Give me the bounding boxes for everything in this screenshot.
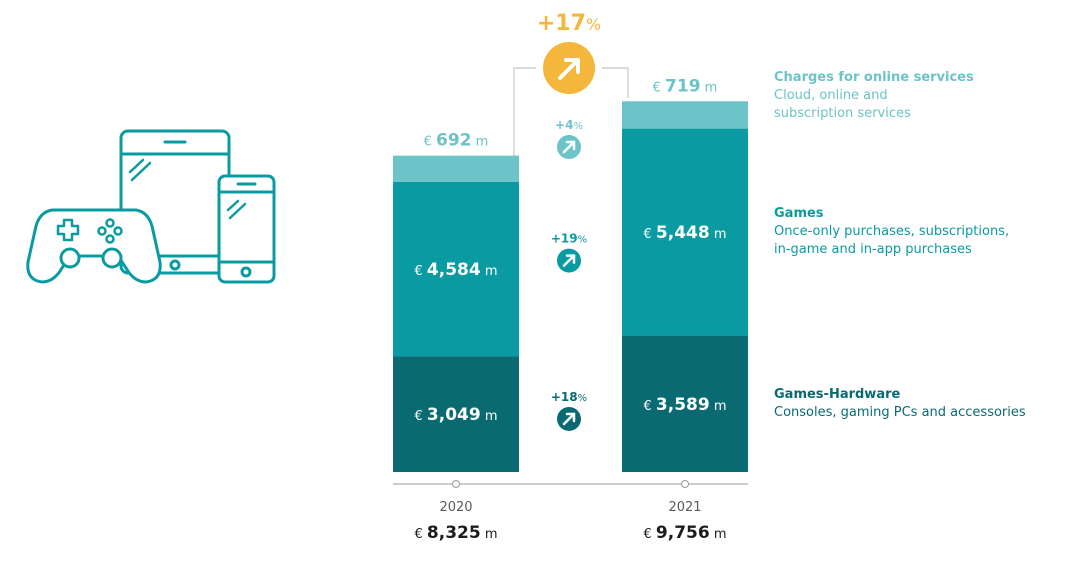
legend-description: Cloud, online and	[774, 88, 888, 103]
data-label-games-2021: € 5,448 m	[644, 223, 727, 243]
x-axis-tick-marker	[681, 480, 689, 488]
total-label-2020: € 8,325 m	[415, 523, 498, 543]
bar-games-2021	[622, 128, 748, 336]
data-label-charges-for-online-services-2020: € 692 m	[424, 131, 489, 151]
x-axis-tick-marker	[452, 480, 460, 488]
legend-description: subscription services	[774, 106, 911, 121]
data-label-charges-for-online-services-2021: € 719 m	[653, 76, 718, 96]
data-label-games-2020: € 4,584 m	[415, 260, 498, 280]
growth-label-charges-for-online-services: +4%	[555, 118, 583, 132]
arrow-up-right-icon	[562, 140, 576, 154]
x-tick-label-2020: 2020	[439, 500, 472, 515]
legend-item-charges-for-online-services: Charges for online services Cloud, online…	[774, 69, 974, 123]
legend-description: Consoles, gaming PCs and accessories	[774, 405, 1026, 420]
data-label-games-hardware-2020: € 3,049 m	[415, 405, 498, 425]
growth-label-games: +19%	[551, 232, 587, 246]
legend-item-games-hardware: Games-Hardware Consoles, gaming PCs and a…	[774, 386, 1026, 422]
growth-label-games-hardware: +18%	[551, 390, 587, 404]
arrow-up-right-icon	[562, 412, 576, 426]
legend-description: in-game and in-app purchases	[774, 242, 972, 257]
bar-games-hardware-2020	[393, 356, 519, 472]
bar-charges-for-online-services-2020	[393, 155, 519, 182]
total-label-2021: € 9,756 m	[644, 523, 727, 543]
arrow-up-right-icon	[558, 58, 580, 80]
data-label-games-hardware-2021: € 3,589 m	[644, 395, 727, 415]
bar-charges-for-online-services-2021	[622, 101, 748, 129]
legend-item-games: Games Once-only purchases, subscriptions,…	[774, 205, 1009, 259]
total-growth-value: +17%	[537, 11, 601, 36]
legend-title: Games	[774, 206, 824, 221]
growth-bracket	[602, 67, 629, 98]
legend-description: Once-only purchases, subscriptions,	[774, 224, 1010, 239]
bar-games-hardware-2021	[622, 335, 748, 472]
legend-title: Games-Hardware	[774, 387, 901, 402]
bar-games-2020	[393, 181, 519, 357]
arrow-up-right-icon	[562, 254, 576, 267]
gaming-devices-icon	[26, 129, 276, 284]
x-tick-label-2021: 2021	[668, 500, 701, 515]
legend-title: Charges for online services	[774, 70, 974, 85]
growth-bracket	[513, 67, 536, 156]
